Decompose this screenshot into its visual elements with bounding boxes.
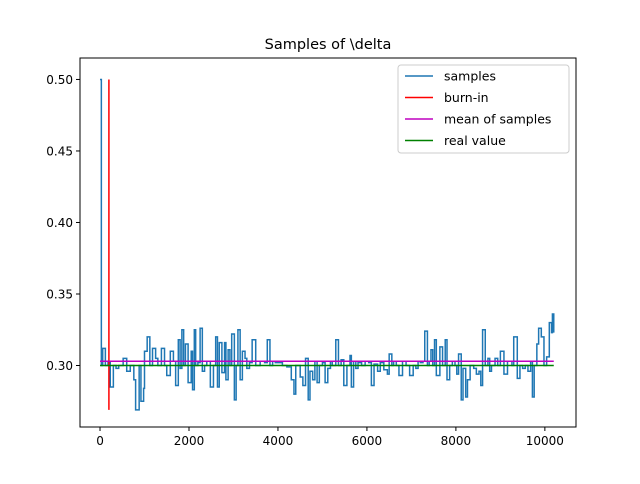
x-tick-label: 0 <box>96 434 104 448</box>
x-tick-label: 2000 <box>174 434 205 448</box>
y-tick-label: 0.35 <box>46 287 73 301</box>
legend-label: samples <box>444 69 496 84</box>
x-tick-label: 10000 <box>526 434 564 448</box>
series-line-samples <box>100 78 555 411</box>
x-tick-label: 6000 <box>352 434 383 448</box>
legend-label: real value <box>444 133 506 148</box>
y-tick-label: 0.40 <box>46 216 73 230</box>
y-tick-label: 0.50 <box>46 73 73 87</box>
y-tick-label: 0.30 <box>46 359 73 373</box>
plot-frame <box>79 57 577 428</box>
y-axis: 0.30 0.35 0.40 0.45 0.50 <box>46 73 80 373</box>
plot-area <box>100 78 555 411</box>
legend-box <box>397 64 570 154</box>
series-layer <box>100 78 555 411</box>
chart-title: Samples of \delta <box>265 37 392 53</box>
legend-label: mean of samples <box>444 112 551 127</box>
legend-label: burn-in <box>444 90 489 105</box>
x-tick-label: 8000 <box>441 434 472 448</box>
y-tick-label: 0.45 <box>46 144 73 158</box>
x-axis: 0 2000 4000 6000 8000 10000 <box>96 427 564 448</box>
legend: samples burn-in mean of samples real value <box>397 64 570 154</box>
x-tick-label: 4000 <box>263 434 294 448</box>
